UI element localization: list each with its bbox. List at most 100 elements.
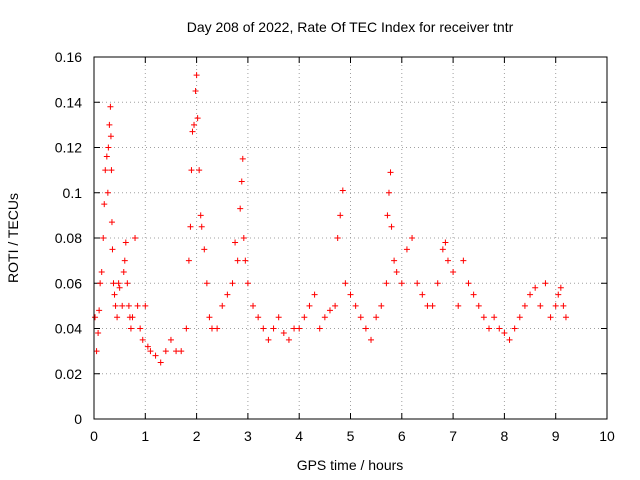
data-point (185, 257, 192, 264)
data-point (419, 291, 426, 298)
y-tick-label: 0.06 (55, 275, 82, 291)
data-point (384, 212, 391, 219)
data-point (201, 246, 208, 253)
data-point (480, 314, 487, 321)
data-point (311, 291, 318, 298)
data-point (557, 284, 564, 291)
data-point (250, 302, 257, 309)
x-tick-label: 8 (501, 428, 509, 444)
data-point (337, 212, 344, 219)
data-point (424, 302, 431, 309)
y-tick-label: 0 (74, 411, 82, 427)
data-point (296, 325, 303, 332)
data-point (92, 314, 99, 321)
data-point (434, 280, 441, 287)
data-point (342, 280, 349, 287)
data-point (301, 314, 308, 321)
data-point (100, 235, 107, 241)
data-point (127, 325, 134, 332)
data-point (197, 212, 204, 219)
data-point (191, 121, 198, 128)
data-point (196, 167, 203, 174)
data-point (237, 205, 244, 212)
data-point (562, 314, 569, 321)
data-point (450, 268, 457, 275)
data-point (104, 189, 111, 196)
x-tick-labels: 0 1 2 3 4 5 6 7 8 9 10 (90, 428, 615, 444)
y-tick-label: 0.04 (55, 321, 82, 337)
data-point (97, 280, 104, 287)
data-point (334, 235, 341, 241)
data-point (270, 325, 277, 332)
data-point (555, 291, 562, 298)
data-point (106, 121, 113, 128)
y-tick-label: 0.12 (55, 140, 82, 156)
x-tick-label: 10 (599, 428, 615, 444)
data-point (110, 280, 117, 287)
data-points (92, 72, 569, 366)
data-point (239, 155, 246, 162)
y-tick-label: 0.1 (63, 185, 83, 201)
data-point (139, 336, 146, 343)
x-tick-label: 2 (193, 428, 201, 444)
data-point (144, 343, 151, 350)
data-point (93, 348, 100, 355)
data-point (332, 302, 339, 309)
data-point (552, 302, 559, 309)
data-point (306, 302, 313, 309)
data-point (409, 235, 416, 241)
data-point (111, 291, 118, 298)
data-point (391, 257, 398, 264)
x-tick-label: 0 (90, 428, 98, 444)
data-point (387, 169, 394, 176)
data-point (496, 325, 503, 332)
data-point (173, 348, 180, 355)
data-point (352, 302, 359, 309)
data-point (368, 336, 375, 343)
data-point (194, 115, 201, 122)
data-point (238, 178, 245, 185)
chart-title: Day 208 of 2022, Rate Of TEC Index for r… (187, 19, 514, 35)
data-point (219, 302, 226, 309)
data-point (403, 246, 410, 253)
data-point (501, 330, 508, 337)
data-point (398, 280, 405, 287)
x-tick-label: 1 (141, 428, 149, 444)
data-point (129, 314, 136, 321)
data-point (124, 280, 131, 287)
data-point (326, 307, 333, 314)
data-point (109, 246, 116, 253)
x-tick-label: 5 (347, 428, 355, 444)
data-point (167, 336, 174, 343)
y-tick-labels: 0 0.02 0.04 0.06 0.08 0.1 0.12 0.14 0.16 (55, 49, 82, 427)
data-point (198, 223, 205, 230)
x-axis-label: GPS time / hours (297, 457, 404, 473)
data-point (115, 280, 122, 287)
x-tick-label: 3 (244, 428, 252, 444)
data-point (178, 348, 185, 355)
data-point (285, 336, 292, 343)
data-point (107, 103, 114, 110)
data-point (229, 280, 236, 287)
data-point (442, 239, 449, 246)
data-point (102, 167, 109, 174)
plot-frame (93, 56, 608, 420)
data-point (511, 325, 518, 332)
data-point (105, 144, 112, 151)
y-tick-label: 0.14 (55, 94, 82, 110)
data-point (121, 257, 128, 264)
data-point (429, 302, 436, 309)
x-tick-label: 9 (552, 428, 560, 444)
data-point (383, 280, 390, 287)
data-point (142, 302, 149, 309)
data-point (265, 336, 272, 343)
data-point (521, 302, 528, 309)
data-point (475, 302, 482, 309)
data-point (206, 314, 213, 321)
data-point (470, 291, 477, 298)
data-point (183, 325, 190, 332)
data-point (125, 302, 132, 309)
data-point (224, 291, 231, 298)
x-tick-label: 6 (398, 428, 406, 444)
x-tick-label: 7 (449, 428, 457, 444)
